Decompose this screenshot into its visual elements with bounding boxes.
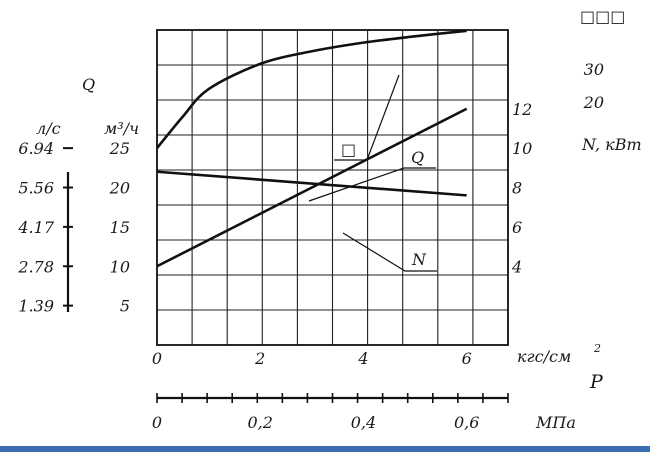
top-curve-leader [334, 74, 400, 161]
x-tick-label-mpa: 0,6 [454, 413, 479, 432]
x-tick-label-kgf: 6 [462, 349, 472, 368]
right-axis-tick-label: 4 [511, 257, 522, 276]
chart-curves [155, 29, 468, 268]
x-tick-label-kgf: 4 [357, 349, 368, 368]
right-upper-tick-label: 20 [583, 93, 604, 112]
m3h-tick-label: 15 [110, 218, 130, 237]
left-axis-q-symbol: Q [82, 75, 95, 94]
top-curve-line [155, 29, 467, 149]
m3h-tick-label: 20 [109, 179, 130, 198]
right-axis-tick-label: 6 [512, 218, 522, 237]
x-tick-label-mpa: 0,4 [351, 413, 376, 432]
bottom-rule [0, 446, 650, 452]
x-axis-symbol: P [589, 371, 604, 393]
m3h-tick-label: 10 [110, 257, 130, 276]
m3h-tick-label: 5 [120, 297, 130, 316]
ls-tick-label: 4.17 [17, 218, 54, 237]
ls-tick-label: 6.94 [18, 139, 54, 158]
curve-leader-lines [308, 74, 437, 272]
n-curve-line [156, 107, 468, 268]
q-curve-label: Q [411, 148, 424, 167]
x-tick-label-mpa: 0,2 [248, 413, 273, 432]
x-tick-label-kgf: 2 [254, 349, 265, 368]
right-upper-tick-label: 30 [584, 60, 604, 79]
x-tick-label-mpa: 0 [152, 413, 162, 432]
right-axis-tick-label: 10 [512, 139, 532, 158]
right-axis-tick-label: 12 [512, 100, 532, 119]
x-axis-bottom-unit: МПа [535, 413, 576, 432]
plot-frame [156, 29, 509, 346]
chart-grid [156, 29, 509, 346]
ls-tick-label: 1.39 [18, 297, 54, 316]
x-axis-top-unit-sup: 2 [593, 342, 601, 355]
q-curve-line [156, 170, 467, 197]
n-curve-leader [342, 232, 437, 272]
tick-labels: 6.945.564.172.781.3925201510512108643020… [17, 60, 604, 432]
ls-tick-label: 5.56 [18, 179, 54, 198]
q-curve-leader [308, 167, 436, 202]
corner-label: □□□ [580, 7, 625, 26]
left-axis-m3h-unit: м³/ч [104, 119, 139, 138]
chart-axes [63, 147, 509, 403]
m3h-tick-label: 25 [109, 139, 130, 158]
n-curve-label: N [411, 250, 427, 269]
x-tick-label-kgf: 0 [152, 349, 162, 368]
top-curve-label: □ [341, 140, 356, 159]
left-axis-ls-unit: л/с [36, 119, 61, 138]
x-axis-top-unit: кгс/см [517, 347, 571, 366]
ls-tick-label: 2.78 [17, 257, 54, 276]
right-axis-tick-label: 8 [512, 179, 522, 198]
right-axis-unit: N, кВт [581, 135, 642, 154]
